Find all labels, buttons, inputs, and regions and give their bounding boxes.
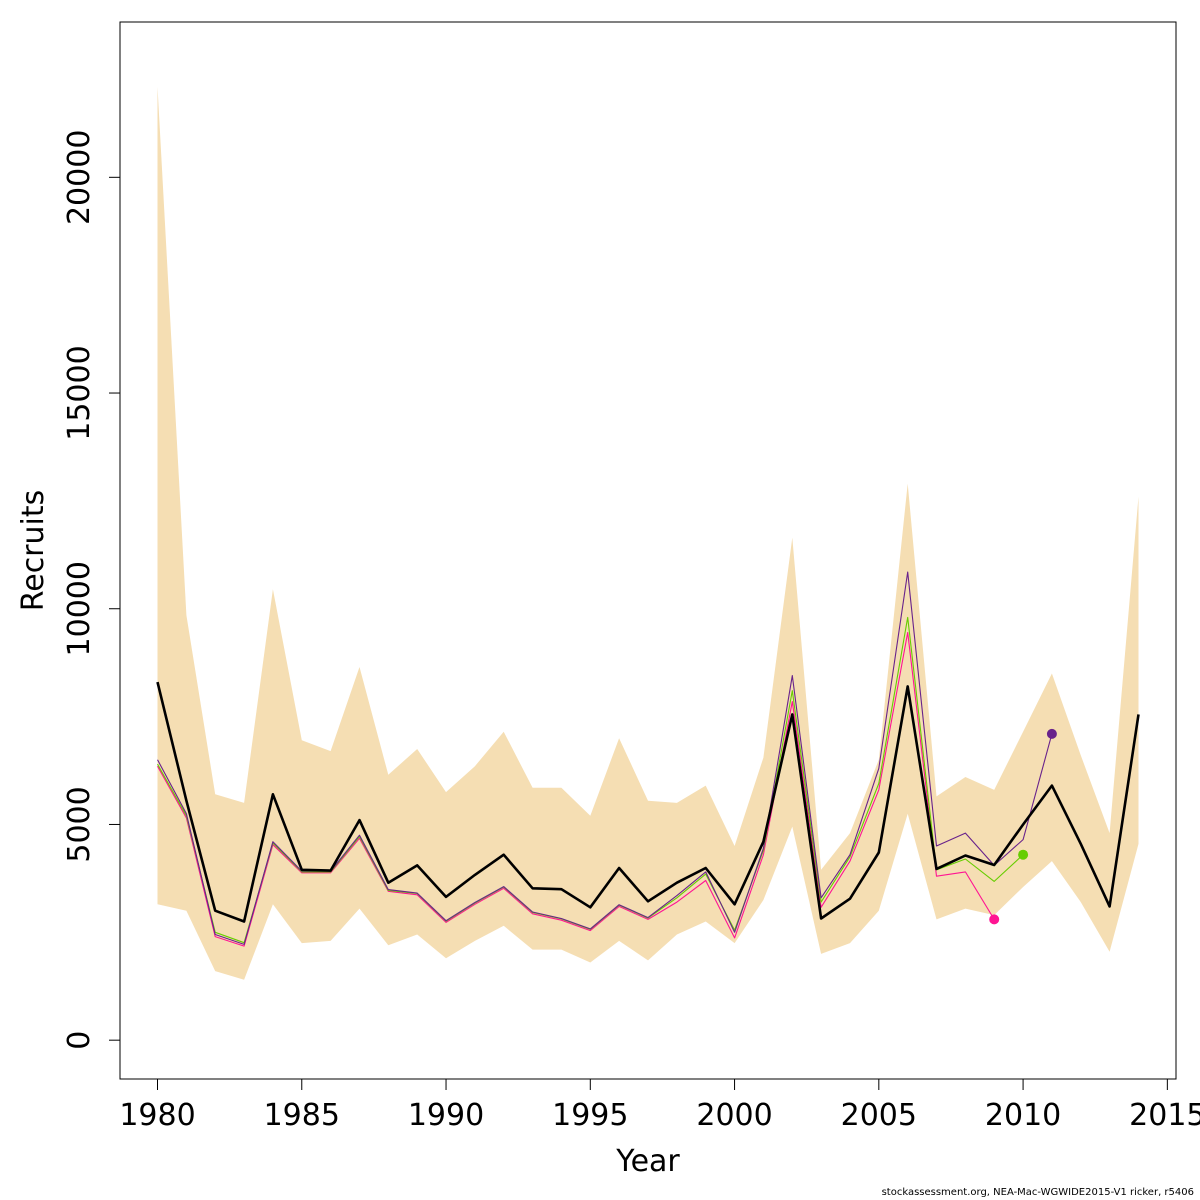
endpoint-marker-2 (1018, 849, 1029, 860)
y-axis: 0 5000 10000 15000 20000 (62, 130, 121, 1050)
y-tick-label: 20000 (62, 130, 97, 225)
footer-credit: stockassessment.org, NEA-Mac-WGWIDE2015-… (881, 1187, 1194, 1198)
y-tick-label: 5000 (62, 786, 97, 862)
x-axis: 1980 1985 1990 1995 2000 2005 2010 2015 (119, 1078, 1200, 1133)
confidence-band-layer (157, 86, 1139, 980)
y-tick-label: 15000 (62, 345, 97, 440)
x-tick-label: 1980 (119, 1098, 195, 1133)
y-tick-label: 10000 (62, 561, 97, 656)
x-tick-label: 1995 (552, 1098, 628, 1133)
endpoint-marker-3 (1046, 728, 1057, 739)
x-tick-label: 2000 (696, 1098, 772, 1133)
endpoint-marker-1 (989, 914, 1000, 925)
x-tick-label: 1990 (408, 1098, 484, 1133)
series-line-retro-1 (157, 631, 995, 947)
x-tick-label: 1985 (264, 1098, 340, 1133)
x-tick-label: 2010 (985, 1098, 1061, 1133)
y-tick-label: 0 (62, 1031, 97, 1050)
endpoint-markers-layer (989, 728, 1057, 925)
x-axis-title: Year (615, 1144, 680, 1179)
x-tick-label: 2015 (1129, 1098, 1200, 1133)
confidence-band (157, 86, 1139, 980)
y-axis-title: Recruits (16, 490, 51, 612)
series-line-main (156, 681, 1140, 923)
series-layer (156, 571, 1140, 947)
x-tick-label: 2005 (841, 1098, 917, 1133)
